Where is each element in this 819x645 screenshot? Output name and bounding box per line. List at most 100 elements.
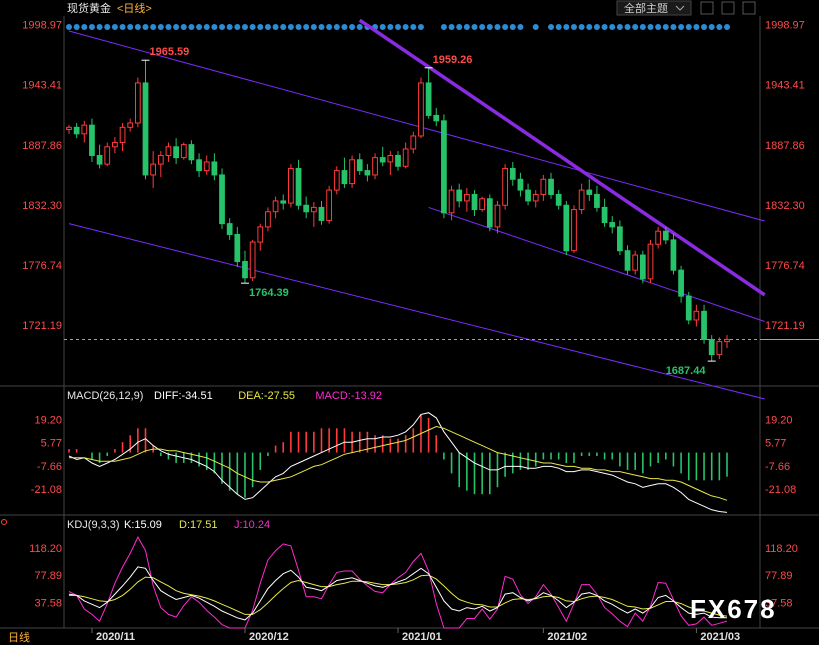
event-dot[interactable] bbox=[548, 24, 555, 30]
event-dot[interactable] bbox=[655, 24, 662, 30]
event-dot[interactable] bbox=[150, 24, 157, 30]
event-dot[interactable] bbox=[701, 24, 708, 30]
event-dot[interactable] bbox=[685, 24, 692, 30]
event-dot[interactable] bbox=[724, 24, 730, 30]
event-dot[interactable] bbox=[693, 24, 700, 30]
event-dot[interactable] bbox=[456, 24, 463, 30]
event-dot[interactable] bbox=[494, 24, 501, 30]
event-dot[interactable] bbox=[517, 24, 524, 30]
event-dot[interactable] bbox=[463, 24, 470, 30]
price-tick-right: 1776.74 bbox=[765, 260, 805, 272]
event-dot[interactable] bbox=[632, 24, 639, 30]
window-icon-1[interactable] bbox=[700, 1, 714, 15]
candle-body bbox=[662, 230, 669, 241]
event-dot[interactable] bbox=[127, 24, 134, 30]
event-dot[interactable] bbox=[578, 24, 585, 30]
event-dot[interactable] bbox=[119, 24, 126, 30]
event-dot[interactable] bbox=[226, 24, 233, 30]
event-dot[interactable] bbox=[88, 24, 95, 30]
event-dot[interactable] bbox=[616, 24, 623, 30]
panel-marker-icon[interactable] bbox=[1, 519, 7, 525]
event-dot[interactable] bbox=[81, 24, 88, 30]
event-dot[interactable] bbox=[570, 24, 577, 30]
event-dot[interactable] bbox=[180, 24, 187, 30]
event-dot[interactable] bbox=[203, 24, 210, 30]
event-dot[interactable] bbox=[471, 24, 478, 30]
event-dot[interactable] bbox=[678, 24, 685, 30]
event-dot[interactable] bbox=[280, 24, 287, 30]
event-dot[interactable] bbox=[387, 24, 394, 30]
candle-body bbox=[150, 163, 157, 176]
event-dot[interactable] bbox=[104, 24, 111, 30]
candle-body bbox=[349, 159, 355, 185]
event-dot[interactable] bbox=[662, 24, 669, 30]
event-dot[interactable] bbox=[241, 24, 248, 30]
event-dot[interactable] bbox=[66, 24, 72, 30]
macd-legend-item: DEA:-27.55 bbox=[238, 390, 295, 402]
event-dot[interactable] bbox=[593, 24, 600, 30]
event-dot[interactable] bbox=[479, 24, 486, 30]
event-dot[interactable] bbox=[532, 24, 539, 30]
event-dot[interactable] bbox=[624, 24, 631, 30]
event-dot[interactable] bbox=[111, 24, 118, 30]
event-dot[interactable] bbox=[502, 24, 509, 30]
window-icon-2[interactable] bbox=[721, 1, 735, 15]
event-dot[interactable] bbox=[670, 24, 677, 30]
event-dot[interactable] bbox=[379, 24, 386, 30]
candle-body bbox=[647, 243, 654, 280]
event-dot[interactable] bbox=[601, 24, 608, 30]
event-dot[interactable] bbox=[563, 24, 570, 30]
candle-body bbox=[433, 114, 440, 122]
event-dot[interactable] bbox=[440, 24, 447, 30]
event-dot[interactable] bbox=[234, 24, 241, 30]
event-dot[interactable] bbox=[173, 24, 180, 30]
event-dot[interactable] bbox=[157, 24, 164, 30]
event-dot[interactable] bbox=[410, 24, 417, 30]
event-dot[interactable] bbox=[303, 24, 310, 30]
event-dot[interactable] bbox=[609, 24, 616, 30]
event-dot[interactable] bbox=[73, 24, 80, 30]
event-dot[interactable] bbox=[647, 24, 654, 30]
event-dot[interactable] bbox=[333, 24, 340, 30]
event-dot[interactable] bbox=[349, 24, 356, 30]
event-dot[interactable] bbox=[257, 24, 264, 30]
event-dot[interactable] bbox=[188, 24, 195, 30]
event-dot[interactable] bbox=[249, 24, 256, 30]
kdj-tick-right: 37.58 bbox=[765, 597, 793, 609]
event-dot[interactable] bbox=[287, 24, 294, 30]
window-icon-3[interactable] bbox=[742, 1, 756, 15]
event-dot[interactable] bbox=[708, 24, 715, 30]
period-footer-label[interactable]: 日线 bbox=[8, 630, 30, 644]
event-dot[interactable] bbox=[448, 24, 455, 30]
event-dot[interactable] bbox=[356, 24, 363, 30]
event-dot[interactable] bbox=[211, 24, 218, 30]
event-dot[interactable] bbox=[639, 24, 646, 30]
event-dot[interactable] bbox=[509, 24, 516, 30]
event-dot[interactable] bbox=[402, 24, 409, 30]
chevron-down-icon[interactable] bbox=[675, 5, 685, 11]
event-dot[interactable] bbox=[716, 24, 723, 30]
event-dot[interactable] bbox=[96, 24, 103, 30]
event-dot[interactable] bbox=[219, 24, 226, 30]
event-dot[interactable] bbox=[165, 24, 172, 30]
event-dot[interactable] bbox=[134, 24, 141, 30]
candle-body bbox=[471, 193, 478, 211]
theme-button[interactable] bbox=[616, 0, 692, 16]
event-dot[interactable] bbox=[395, 24, 401, 30]
event-dot[interactable] bbox=[310, 24, 317, 30]
event-dot[interactable] bbox=[417, 24, 424, 30]
event-dot[interactable] bbox=[318, 24, 325, 30]
candle-body bbox=[165, 146, 172, 156]
event-dot[interactable] bbox=[272, 24, 279, 30]
event-dot[interactable] bbox=[142, 24, 149, 30]
event-dot[interactable] bbox=[196, 24, 203, 30]
event-dot[interactable] bbox=[586, 24, 593, 30]
event-dot[interactable] bbox=[264, 24, 271, 30]
event-dot[interactable] bbox=[486, 24, 493, 30]
event-dot[interactable] bbox=[326, 24, 333, 30]
event-dot[interactable] bbox=[341, 24, 348, 30]
event-dot[interactable] bbox=[555, 24, 562, 30]
period-label[interactable]: <日线> bbox=[117, 1, 152, 15]
event-dot[interactable] bbox=[295, 24, 302, 30]
